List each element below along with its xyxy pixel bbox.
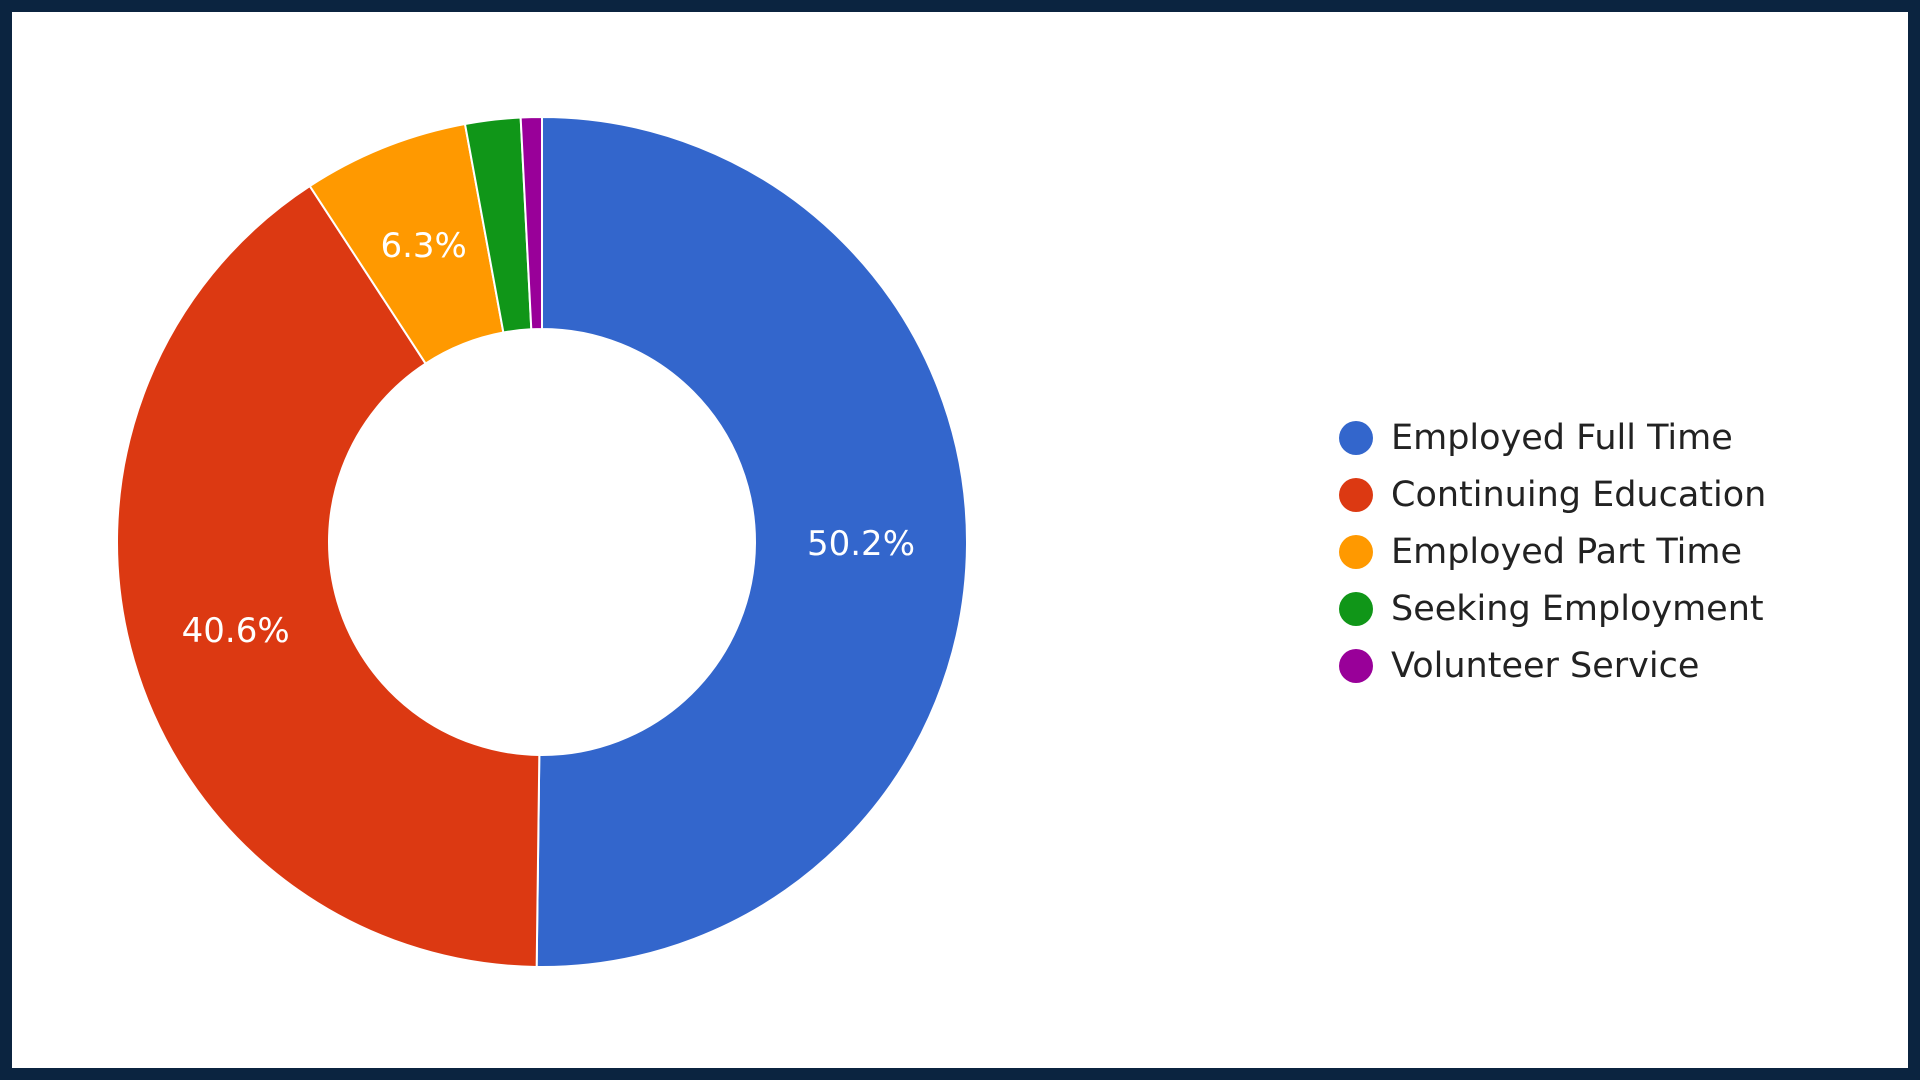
legend-label-volunteer-service[interactable]: Volunteer Service bbox=[1391, 646, 1699, 686]
legend-label-continuing-education[interactable]: Continuing Education bbox=[1391, 475, 1766, 515]
legend-label-employed-part-time[interactable]: Employed Part Time bbox=[1391, 532, 1742, 572]
legend-label-seeking-employment[interactable]: Seeking Employment bbox=[1391, 589, 1764, 629]
slice-continuing-education[interactable] bbox=[116, 184, 541, 968]
legend-label-employed-full-time[interactable]: Employed Full Time bbox=[1391, 418, 1733, 458]
donut-slices bbox=[116, 115, 968, 968]
legend-marker-employed-full-time bbox=[1339, 421, 1373, 455]
legend: Employed Full Time Continuing Education Em… bbox=[1339, 418, 1766, 686]
legend-marker-employed-part-time bbox=[1339, 535, 1373, 569]
legend-marker-volunteer-service bbox=[1339, 649, 1373, 683]
slice-label-employed-part-time: 6.3% bbox=[380, 226, 466, 266]
slice-volunteer-service[interactable] bbox=[519, 115, 543, 331]
donut-chart: 50.2% 40.6% 6.3% Employed Full Time Continu… bbox=[116, 115, 1766, 968]
legend-marker-continuing-education bbox=[1339, 478, 1373, 512]
slice-employed-full-time[interactable] bbox=[535, 115, 968, 968]
slice-label-continuing-education: 40.6% bbox=[182, 611, 290, 651]
chart-frame: 50.2% 40.6% 6.3% Employed Full Time Continu… bbox=[12, 12, 1908, 1068]
slice-labels: 50.2% 40.6% 6.3% bbox=[182, 226, 915, 651]
legend-marker-seeking-employment bbox=[1339, 592, 1373, 626]
slice-label-employed-full-time: 50.2% bbox=[807, 524, 915, 564]
